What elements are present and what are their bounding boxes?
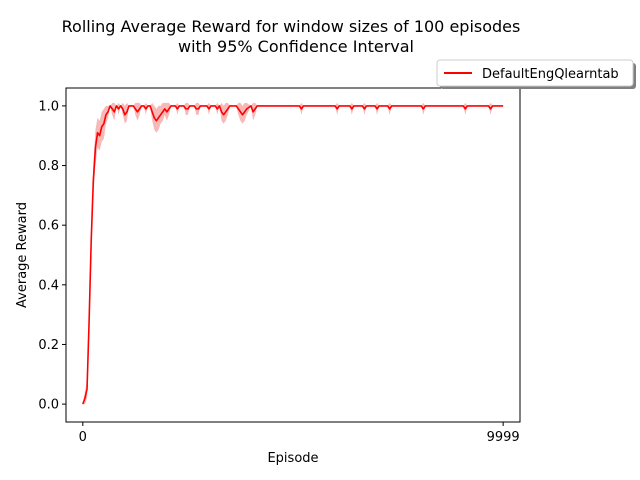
y-tick-label: 1.0 (38, 99, 59, 114)
axis-ticks: 0.0 0.2 0.4 0.6 0.8 1.0 0 9999 (38, 99, 519, 445)
legend-label-defaultengqlearntab: DefaultEngQlearntab (482, 67, 619, 82)
y-tick-label: 0.0 (38, 398, 59, 413)
y-tick-label: 0.6 (38, 219, 59, 234)
confidence-band-series-0 (82, 102, 504, 405)
x-axis-label: Episode (267, 451, 318, 466)
y-tick-label: 0.4 (38, 278, 59, 293)
legend-box (436, 59, 634, 87)
series-line-0 (82, 105, 504, 405)
plot-area (82, 102, 504, 405)
chart-title-line-2: with 95% Confidence Interval (178, 37, 414, 56)
y-tick-label: 0.2 (38, 338, 59, 353)
x-tick-label: 0 (79, 430, 87, 445)
chart-title-line-1: Rolling Average Reward for window sizes … (62, 17, 521, 36)
legend: DefaultEngQlearntab (436, 59, 636, 89)
axes-frame (65, 87, 521, 423)
y-axis-label: Average Reward (15, 202, 30, 308)
x-tick-label: 9999 (487, 430, 520, 445)
y-tick-label: 0.8 (38, 159, 59, 174)
